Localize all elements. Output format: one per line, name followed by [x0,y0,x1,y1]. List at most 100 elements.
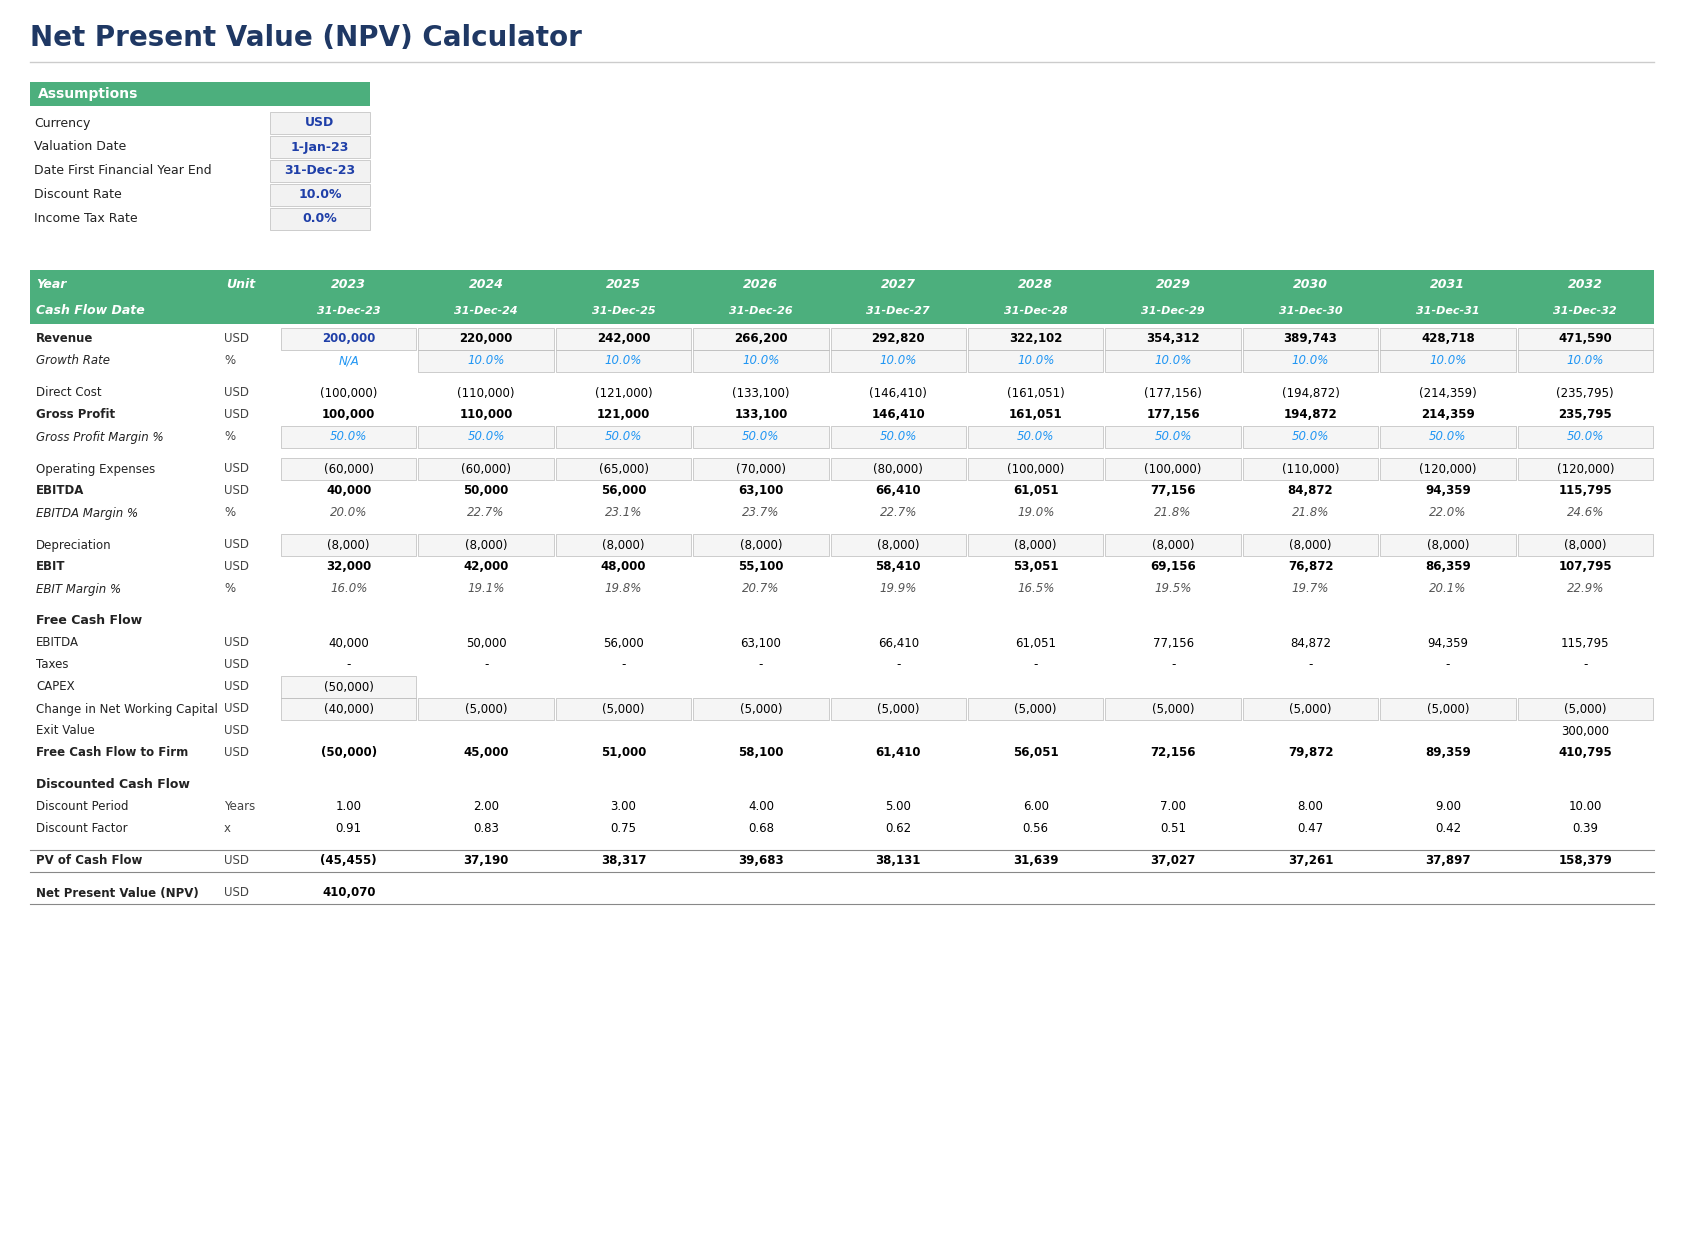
Bar [418,350,554,371]
Text: Growth Rate: Growth Rate [35,354,109,368]
Text: (5,000): (5,000) [739,702,781,716]
Text: (5,000): (5,000) [1564,702,1607,716]
Text: USD: USD [224,408,249,422]
Text: 31-Dec-23: 31-Dec-23 [317,306,381,316]
Text: (8,000): (8,000) [465,538,507,552]
Text: Gross Profit Margin %: Gross Profit Margin % [35,431,163,443]
Text: 428,718: 428,718 [1421,332,1475,346]
Text: 10.0%: 10.0% [468,354,505,368]
Text: Net Present Value (NPV): Net Present Value (NPV) [35,886,199,900]
Text: Direct Cost: Direct Cost [35,386,101,400]
Text: USD: USD [224,854,249,868]
Text: EBITDA: EBITDA [35,485,84,497]
Text: (146,410): (146,410) [869,386,928,400]
Text: 7.00: 7.00 [1160,801,1186,813]
Text: (161,051): (161,051) [1007,386,1064,400]
Text: (100,000): (100,000) [320,386,377,400]
Text: 76,872: 76,872 [1288,560,1334,574]
Text: PV of Cash Flow: PV of Cash Flow [35,854,143,868]
Bar [269,136,370,158]
Bar [281,328,416,350]
Text: 0.75: 0.75 [611,823,637,835]
Text: Depreciation: Depreciation [35,538,111,552]
Bar [418,534,554,557]
Text: 10.0%: 10.0% [1566,354,1603,368]
Bar [830,698,967,719]
Text: (60,000): (60,000) [461,463,512,475]
Text: 63,100: 63,100 [741,637,781,649]
Bar [1243,698,1378,719]
Text: USD: USD [224,560,249,574]
Text: Cash Flow Date: Cash Flow Date [35,305,145,317]
Text: 31-Dec-24: 31-Dec-24 [455,306,519,316]
Text: 56,000: 56,000 [601,485,647,497]
Text: (50,000): (50,000) [323,680,374,694]
Text: 77,156: 77,156 [1152,637,1194,649]
Text: -: - [1034,659,1037,671]
Text: 20.1%: 20.1% [1430,582,1467,596]
Text: 19.1%: 19.1% [468,582,505,596]
Bar [1105,426,1241,448]
Text: -: - [347,659,350,671]
Text: (5,000): (5,000) [1290,702,1332,716]
Text: 31-Dec-26: 31-Dec-26 [729,306,793,316]
Text: (8,000): (8,000) [1152,538,1194,552]
Bar [1381,534,1516,557]
Text: (45,455): (45,455) [320,854,377,868]
Bar [1517,328,1654,350]
Text: 2031: 2031 [1430,278,1465,290]
Text: 0.0%: 0.0% [303,212,337,226]
Bar [1243,458,1378,480]
Text: 45,000: 45,000 [463,747,509,759]
Text: (8,000): (8,000) [739,538,781,552]
Bar [269,184,370,206]
Text: (110,000): (110,000) [458,386,515,400]
Text: 10.0%: 10.0% [879,354,918,368]
Bar [694,350,829,371]
Bar [1381,328,1516,350]
Text: Change in Net Working Capital: Change in Net Working Capital [35,702,217,716]
Text: (8,000): (8,000) [1564,538,1607,552]
Text: USD: USD [305,116,335,130]
Text: 22.7%: 22.7% [468,506,505,520]
Text: USD: USD [224,680,249,694]
Text: (8,000): (8,000) [327,538,370,552]
Text: Net Present Value (NPV) Calculator: Net Present Value (NPV) Calculator [30,23,583,52]
Text: USD: USD [224,724,249,738]
Bar [418,458,554,480]
Text: Free Cash Flow to Firm: Free Cash Flow to Firm [35,747,189,759]
Text: 50.0%: 50.0% [468,431,505,443]
Text: 58,410: 58,410 [876,560,921,574]
Text: 0.83: 0.83 [473,823,498,835]
Text: 2030: 2030 [1293,278,1329,290]
Text: 471,590: 471,590 [1558,332,1612,346]
Text: (50,000): (50,000) [320,747,377,759]
Bar [830,328,967,350]
Text: (133,100): (133,100) [733,386,790,400]
Text: 50,000: 50,000 [463,485,509,497]
Text: 2.00: 2.00 [473,801,498,813]
Bar [556,698,690,719]
Text: 39,683: 39,683 [738,854,783,868]
Bar [1517,698,1654,719]
Text: 10.0%: 10.0% [1017,354,1054,368]
Bar [1105,534,1241,557]
Text: 16.0%: 16.0% [330,582,367,596]
Text: 115,795: 115,795 [1561,637,1610,649]
Text: 161,051: 161,051 [1009,408,1063,422]
Text: 292,820: 292,820 [872,332,925,346]
Text: 22.0%: 22.0% [1430,506,1467,520]
Text: 31,639: 31,639 [1014,854,1059,868]
Text: 50.0%: 50.0% [1155,431,1192,443]
Text: 10.0%: 10.0% [1292,354,1329,368]
Bar [1105,350,1241,371]
Bar [418,698,554,719]
Text: 84,872: 84,872 [1290,637,1330,649]
Bar [281,458,416,480]
Text: (8,000): (8,000) [1014,538,1058,552]
Bar [1517,350,1654,371]
Bar [556,458,690,480]
Bar [1243,350,1378,371]
Text: 10.0%: 10.0% [743,354,780,368]
Text: Free Cash Flow: Free Cash Flow [35,615,141,628]
